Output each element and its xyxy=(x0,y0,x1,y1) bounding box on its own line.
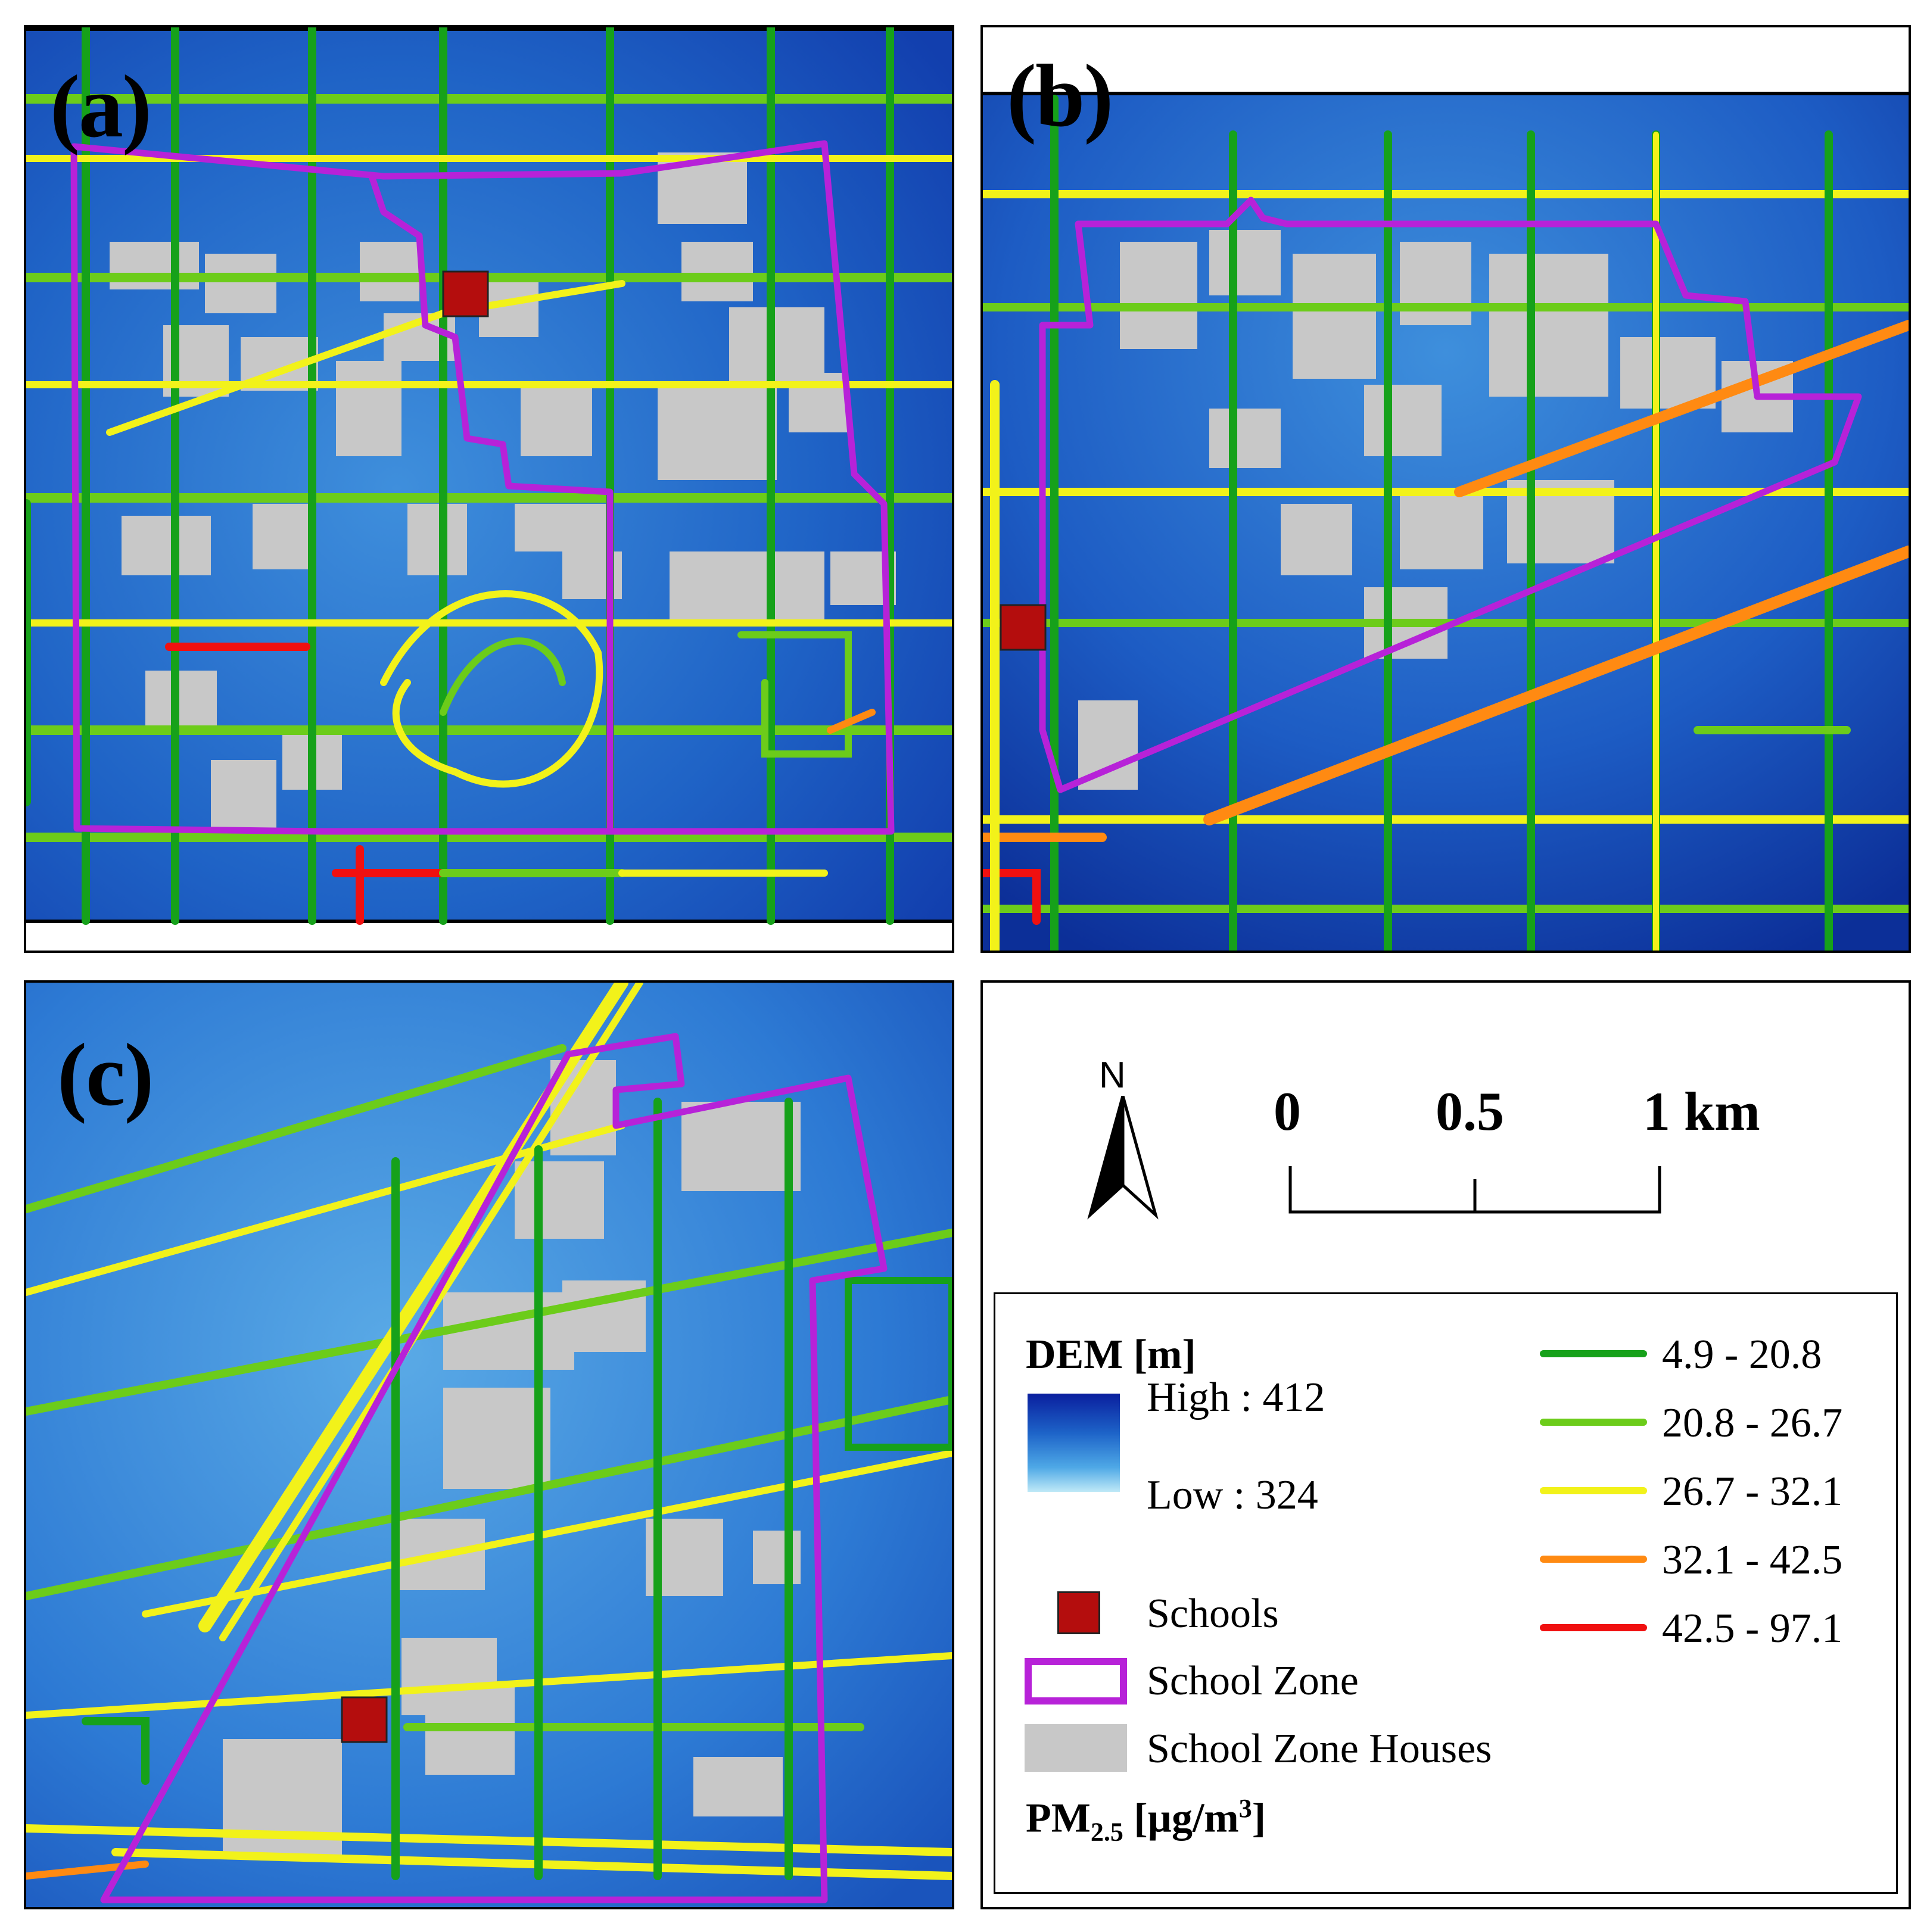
dem-raster xyxy=(26,27,952,951)
panel-label-a: (a) xyxy=(50,57,152,156)
map-b-svg xyxy=(983,27,1909,951)
school-marker xyxy=(1000,604,1047,651)
pm25-road-network xyxy=(26,27,952,925)
map-panel-c: (c) xyxy=(24,980,954,1909)
school-zone-boundary xyxy=(1039,197,1862,793)
pm25-swatch-5 xyxy=(1540,1624,1647,1631)
school-zone-swatch xyxy=(1025,1658,1127,1704)
pm25-class-2: 20.8 - 26.7 xyxy=(1662,1400,1843,1446)
scale-bar xyxy=(1288,1166,1661,1214)
north-letter: N xyxy=(1099,1055,1126,1096)
scale-label-0-5: 0.5 xyxy=(1436,1081,1504,1142)
pm25-class-5: 42.5 - 97.1 xyxy=(1662,1606,1843,1651)
pm25-road-network xyxy=(983,95,1909,951)
legend-panel xyxy=(980,980,1911,1909)
panel-label-c: (c) xyxy=(57,1026,154,1124)
schools-label: Schools xyxy=(1147,1591,1279,1637)
school-marker xyxy=(341,1696,388,1743)
pm25-swatch-4 xyxy=(1540,1556,1647,1563)
school-zone-label: School Zone xyxy=(1147,1658,1359,1704)
school-zone-boundary xyxy=(70,140,895,835)
pm25-class-4: 32.1 - 42.5 xyxy=(1662,1537,1843,1583)
pm25-legend-title: PM2.5 [µg/m3] xyxy=(1026,1794,1266,1847)
pm25-swatch-1 xyxy=(1540,1350,1647,1357)
north-arrow-icon xyxy=(1087,1096,1159,1220)
pm25-swatch-3 xyxy=(1540,1487,1647,1494)
scale-label-0: 0 xyxy=(1274,1081,1301,1142)
school-zone-houses-swatch xyxy=(1025,1724,1127,1772)
map-c-svg xyxy=(26,983,952,1907)
school-zone-houses xyxy=(110,152,896,831)
map-panel-a: (a) xyxy=(24,25,954,953)
panel-label-b: (b) xyxy=(1007,46,1113,145)
school-zone-boundary xyxy=(100,1033,888,1903)
school-swatch xyxy=(1057,1591,1100,1634)
pm25-class-1: 4.9 - 20.8 xyxy=(1662,1332,1822,1378)
dem-high-label: High : 412 xyxy=(1147,1375,1325,1420)
dem-color-ramp xyxy=(1028,1394,1120,1492)
school-zone-houses-label: School Zone Houses xyxy=(1147,1726,1492,1772)
map-a-svg xyxy=(26,27,952,951)
pm25-swatch-2 xyxy=(1540,1419,1647,1426)
scale-label-1km: 1 km xyxy=(1643,1081,1760,1142)
map-panel-b: (b) xyxy=(980,25,1911,953)
dem-legend-title: DEM [m] xyxy=(1026,1332,1196,1378)
school-marker xyxy=(442,270,489,317)
legend-box xyxy=(994,1292,1898,1894)
pm25-class-3: 26.7 - 32.1 xyxy=(1662,1469,1843,1515)
dem-low-label: Low : 324 xyxy=(1147,1472,1318,1518)
